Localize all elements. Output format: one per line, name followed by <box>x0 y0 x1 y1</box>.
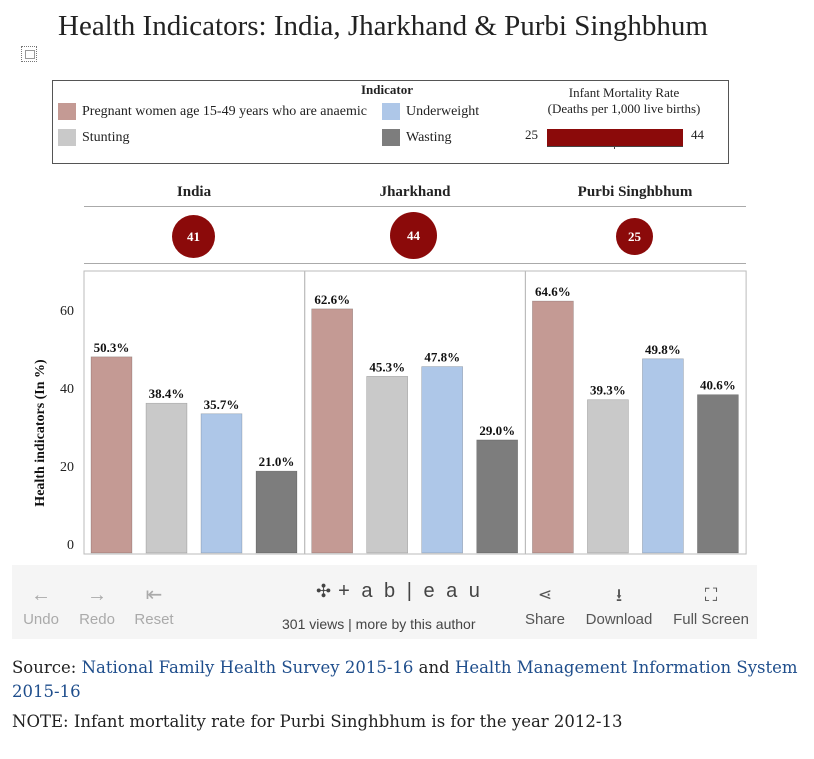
bar-value-label: 35.7% <box>204 397 240 412</box>
y-tick-label: 60 <box>60 304 74 319</box>
bar-value-label: 62.6% <box>314 292 350 307</box>
bar-value-label: 29.0% <box>479 423 515 438</box>
bar-1-3[interactable] <box>476 439 519 554</box>
region-headers: India Jharkhand Purbi Singhbhum <box>84 184 746 207</box>
legend-label-anaemic: Pregnant women age 15-49 years who are a… <box>82 103 367 119</box>
imr-circle-india[interactable]: 41 <box>172 215 215 258</box>
redo-arrow-icon: → <box>87 584 107 606</box>
legend-swatch-stunting <box>58 129 76 146</box>
imr-legend-scale-bar <box>547 129 683 147</box>
download-icon: ⭳ <box>615 585 623 605</box>
fullscreen-icon: ⛶ <box>704 585 718 605</box>
redo-label: Redo <box>79 611 115 628</box>
bar-value-label: 47.8% <box>424 350 460 365</box>
bar-1-2[interactable] <box>421 366 464 554</box>
legend-swatch-anaemic <box>58 103 76 120</box>
legend-item-wasting[interactable]: Wasting <box>382 129 452 146</box>
imr-legend-min: 25 <box>525 127 538 142</box>
redo-button[interactable]: → Redo <box>76 579 118 628</box>
bar-0-3[interactable] <box>255 470 298 554</box>
imr-circle-purbi-singhbhum[interactable]: 25 <box>616 218 653 255</box>
bar-value-label: 45.3% <box>369 359 405 374</box>
share-icon: ⋖ <box>537 585 553 604</box>
download-label: Download <box>585 611 653 628</box>
source-prefix: Source: <box>12 658 82 677</box>
region-header-jharkhand: Jharkhand <box>379 184 451 200</box>
legend-label-underweight: Underweight <box>406 103 480 119</box>
legend-item-anaemic[interactable]: Pregnant women age 15-49 years who are a… <box>58 103 367 120</box>
region-header-india: India <box>176 184 212 200</box>
source-middle: and <box>413 658 455 677</box>
tableau-cross-icon: ✣ <box>316 581 335 601</box>
undo-button[interactable]: ← Undo <box>20 579 62 628</box>
bar-1-1[interactable] <box>366 376 409 554</box>
y-tick-label: 40 <box>60 382 74 397</box>
bar-value-label: 40.6% <box>700 378 736 393</box>
hmis-link[interactable]: Health Management Information System 201… <box>12 658 798 701</box>
reset-button[interactable]: ⇤ Reset <box>132 579 176 628</box>
source-text: Source: National Family Health Survey 20… <box>12 656 802 704</box>
y-tick-label: 0 <box>67 538 74 553</box>
bar-0-1[interactable] <box>145 402 188 554</box>
bar-value-label: 49.8% <box>645 342 681 357</box>
bar-value-label: 38.4% <box>149 386 185 401</box>
bar-value-label: 50.3% <box>94 340 130 355</box>
legend-label-stunting: Stunting <box>82 129 130 145</box>
reset-icon: ⇤ <box>145 584 163 606</box>
legend-item-stunting[interactable]: Stunting <box>58 129 129 146</box>
bar-0-0[interactable] <box>90 356 133 554</box>
tableau-wordmark: + a b | e a u <box>338 580 483 602</box>
page-title: Health Indicators: India, Jharkhand & Pu… <box>58 10 708 42</box>
header-divider <box>84 263 746 264</box>
undo-arrow-icon: ← <box>31 584 51 606</box>
imr-legend-title-line2: (Deaths per 1,000 live births) <box>547 101 701 116</box>
bar-2-0[interactable] <box>532 300 574 554</box>
legend: Indicator Pregnant women age 15-49 years… <box>52 80 729 164</box>
bar-2-3[interactable] <box>697 394 739 554</box>
bar-value-label: 39.3% <box>590 383 626 398</box>
imr-circle-jharkhand[interactable]: 44 <box>390 212 437 259</box>
nfhs-link[interactable]: National Family Health Survey 2015-16 <box>81 658 414 677</box>
legend-swatch-underweight <box>382 103 400 120</box>
imr-legend-title-line1: Infant Mortality Rate <box>568 85 680 100</box>
bar-2-2[interactable] <box>642 358 684 554</box>
y-axis-label: Health indicators (In %) <box>33 359 48 507</box>
broken-image-icon <box>21 46 37 62</box>
download-button[interactable]: ⭳ Download <box>582 579 656 628</box>
panel-frame-2 <box>524 270 747 555</box>
y-tick-label: 20 <box>60 460 74 475</box>
imr-legend-max: 44 <box>691 127 704 142</box>
undo-label: Undo <box>23 611 59 628</box>
legend-label-wasting: Wasting <box>406 129 452 145</box>
fullscreen-button[interactable]: ⛶ Full Screen <box>668 579 754 628</box>
share-button[interactable]: ⋖ Share <box>520 579 570 628</box>
imr-legend-tick <box>614 146 615 149</box>
note-text: NOTE: Infant mortality rate for Purbi Si… <box>12 712 623 731</box>
bar-chart: 0 20 40 60 Health indicators (In %) 50.3% 38.4… <box>33 270 747 555</box>
fullscreen-label: Full Screen <box>673 611 749 628</box>
legend-item-underweight[interactable]: Underweight <box>382 103 479 120</box>
region-header-purbi-singhbhum: Purbi Singhbhum <box>577 184 693 200</box>
tableau-logo[interactable]: ✣ + a b | e a u <box>316 580 483 603</box>
legend-heading: Indicator <box>361 82 413 97</box>
legend-swatch-wasting <box>382 129 400 146</box>
imr-legend-title: Infant Mortality Rate (Deaths per 1,000 … <box>529 85 719 117</box>
share-label: Share <box>524 611 566 628</box>
bar-1-0[interactable] <box>311 308 354 554</box>
tableau-toolbar: ← Undo → Redo ⇤ Reset ✣ + a b | e a u 301… <box>12 565 757 639</box>
bar-value-label: 21.0% <box>259 454 295 469</box>
reset-label: Reset <box>134 611 174 628</box>
bar-value-label: 64.6% <box>535 284 571 299</box>
bar-0-2[interactable] <box>200 413 243 554</box>
bar-2-1[interactable] <box>587 399 629 554</box>
views-and-author-link[interactable]: 301 views | more by this author <box>282 616 476 632</box>
